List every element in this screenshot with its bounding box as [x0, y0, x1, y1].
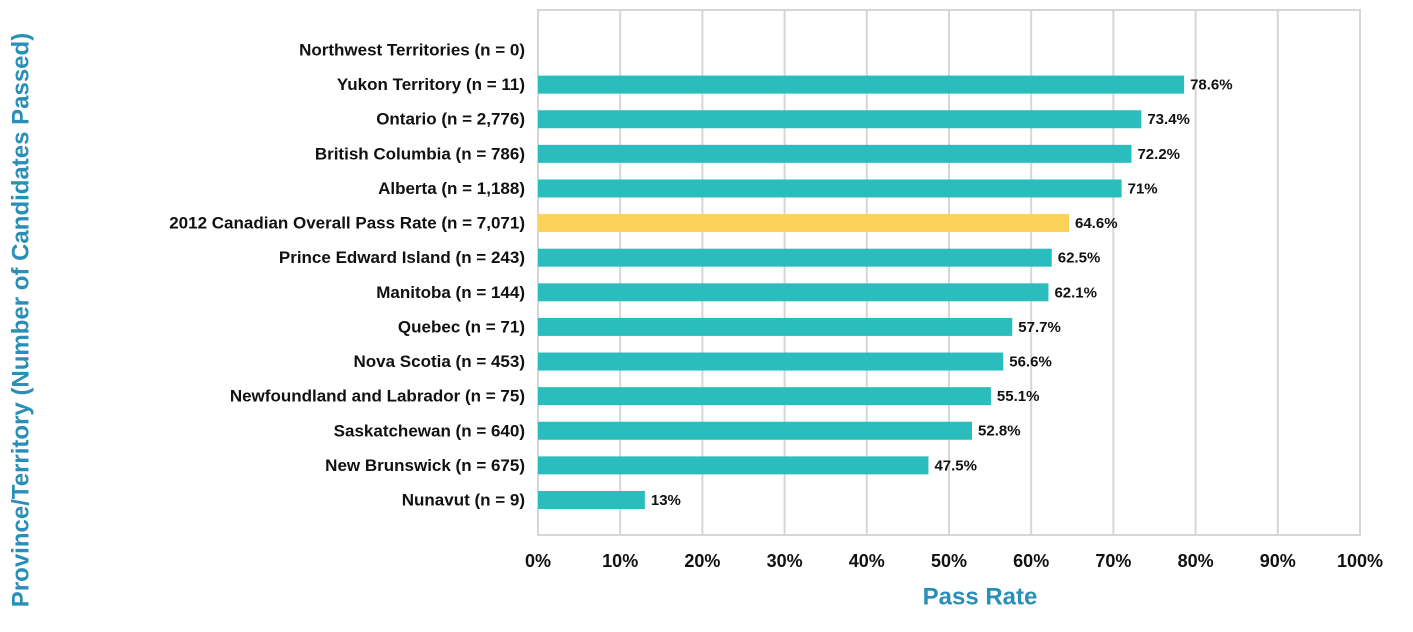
x-axis-title: Pass Rate	[923, 583, 1038, 610]
value-label: 72.2%	[1137, 146, 1180, 163]
y-tick-label: Nunavut (n = 9)	[402, 490, 525, 509]
x-tick-label: 0%	[525, 551, 551, 571]
y-tick-label: Northwest Territories (n = 0)	[299, 40, 525, 59]
y-tick-label: Prince Edward Island (n = 243)	[279, 248, 525, 267]
x-tick-label: 80%	[1178, 551, 1214, 571]
bar	[538, 421, 973, 440]
bar	[538, 179, 1122, 198]
value-label: 13%	[651, 492, 681, 509]
y-tick-label: Alberta (n = 1,188)	[378, 179, 525, 198]
y-tick-label: British Columbia (n = 786)	[315, 144, 525, 163]
value-label: 47.5%	[934, 457, 977, 474]
bar	[538, 352, 1004, 371]
bar	[538, 144, 1132, 163]
y-tick-label: New Brunswick (n = 675)	[325, 456, 525, 475]
value-label: 52.8%	[978, 423, 1021, 440]
bar	[538, 317, 1013, 336]
bar	[538, 387, 991, 406]
bar	[538, 110, 1142, 129]
bar	[538, 248, 1052, 267]
value-label: 56.6%	[1009, 354, 1052, 371]
y-tick-label: Newfoundland and Labrador (n = 75)	[230, 387, 525, 406]
x-tick-label: 100%	[1337, 551, 1383, 571]
y-tick-label: Quebec (n = 71)	[398, 317, 525, 336]
y-tick-label: Manitoba (n = 144)	[376, 283, 525, 302]
value-label: 57.7%	[1018, 319, 1061, 336]
x-tick-label: 50%	[931, 551, 967, 571]
x-tick-label: 70%	[1095, 551, 1131, 571]
x-tick-label: 20%	[684, 551, 720, 571]
x-tick-label: 30%	[767, 551, 803, 571]
bar	[538, 456, 929, 475]
y-tick-label: 2012 Canadian Overall Pass Rate (n = 7,0…	[169, 214, 525, 233]
y-tick-label: Yukon Territory (n = 11)	[337, 75, 525, 94]
y-tick-label: Saskatchewan (n = 640)	[334, 421, 525, 440]
value-label: 73.4%	[1147, 111, 1190, 128]
value-label: 62.1%	[1054, 284, 1097, 301]
value-label: 55.1%	[997, 388, 1040, 405]
value-label: 71%	[1128, 180, 1158, 197]
x-tick-label: 10%	[602, 551, 638, 571]
y-tick-label: Nova Scotia (n = 453)	[354, 352, 525, 371]
x-tick-label: 90%	[1260, 551, 1296, 571]
x-tick-label: 40%	[849, 551, 885, 571]
bar	[538, 214, 1070, 233]
y-axis-title: Province/Territory (Number of Candidates…	[7, 33, 34, 607]
bar	[538, 283, 1049, 302]
bar	[538, 75, 1185, 94]
value-label: 64.6%	[1075, 215, 1118, 232]
value-label: 62.5%	[1058, 250, 1101, 267]
value-label: 78.6%	[1190, 77, 1233, 94]
bar	[538, 491, 645, 509]
y-tick-label: Ontario (n = 2,776)	[376, 110, 525, 129]
x-tick-label: 60%	[1013, 551, 1049, 571]
